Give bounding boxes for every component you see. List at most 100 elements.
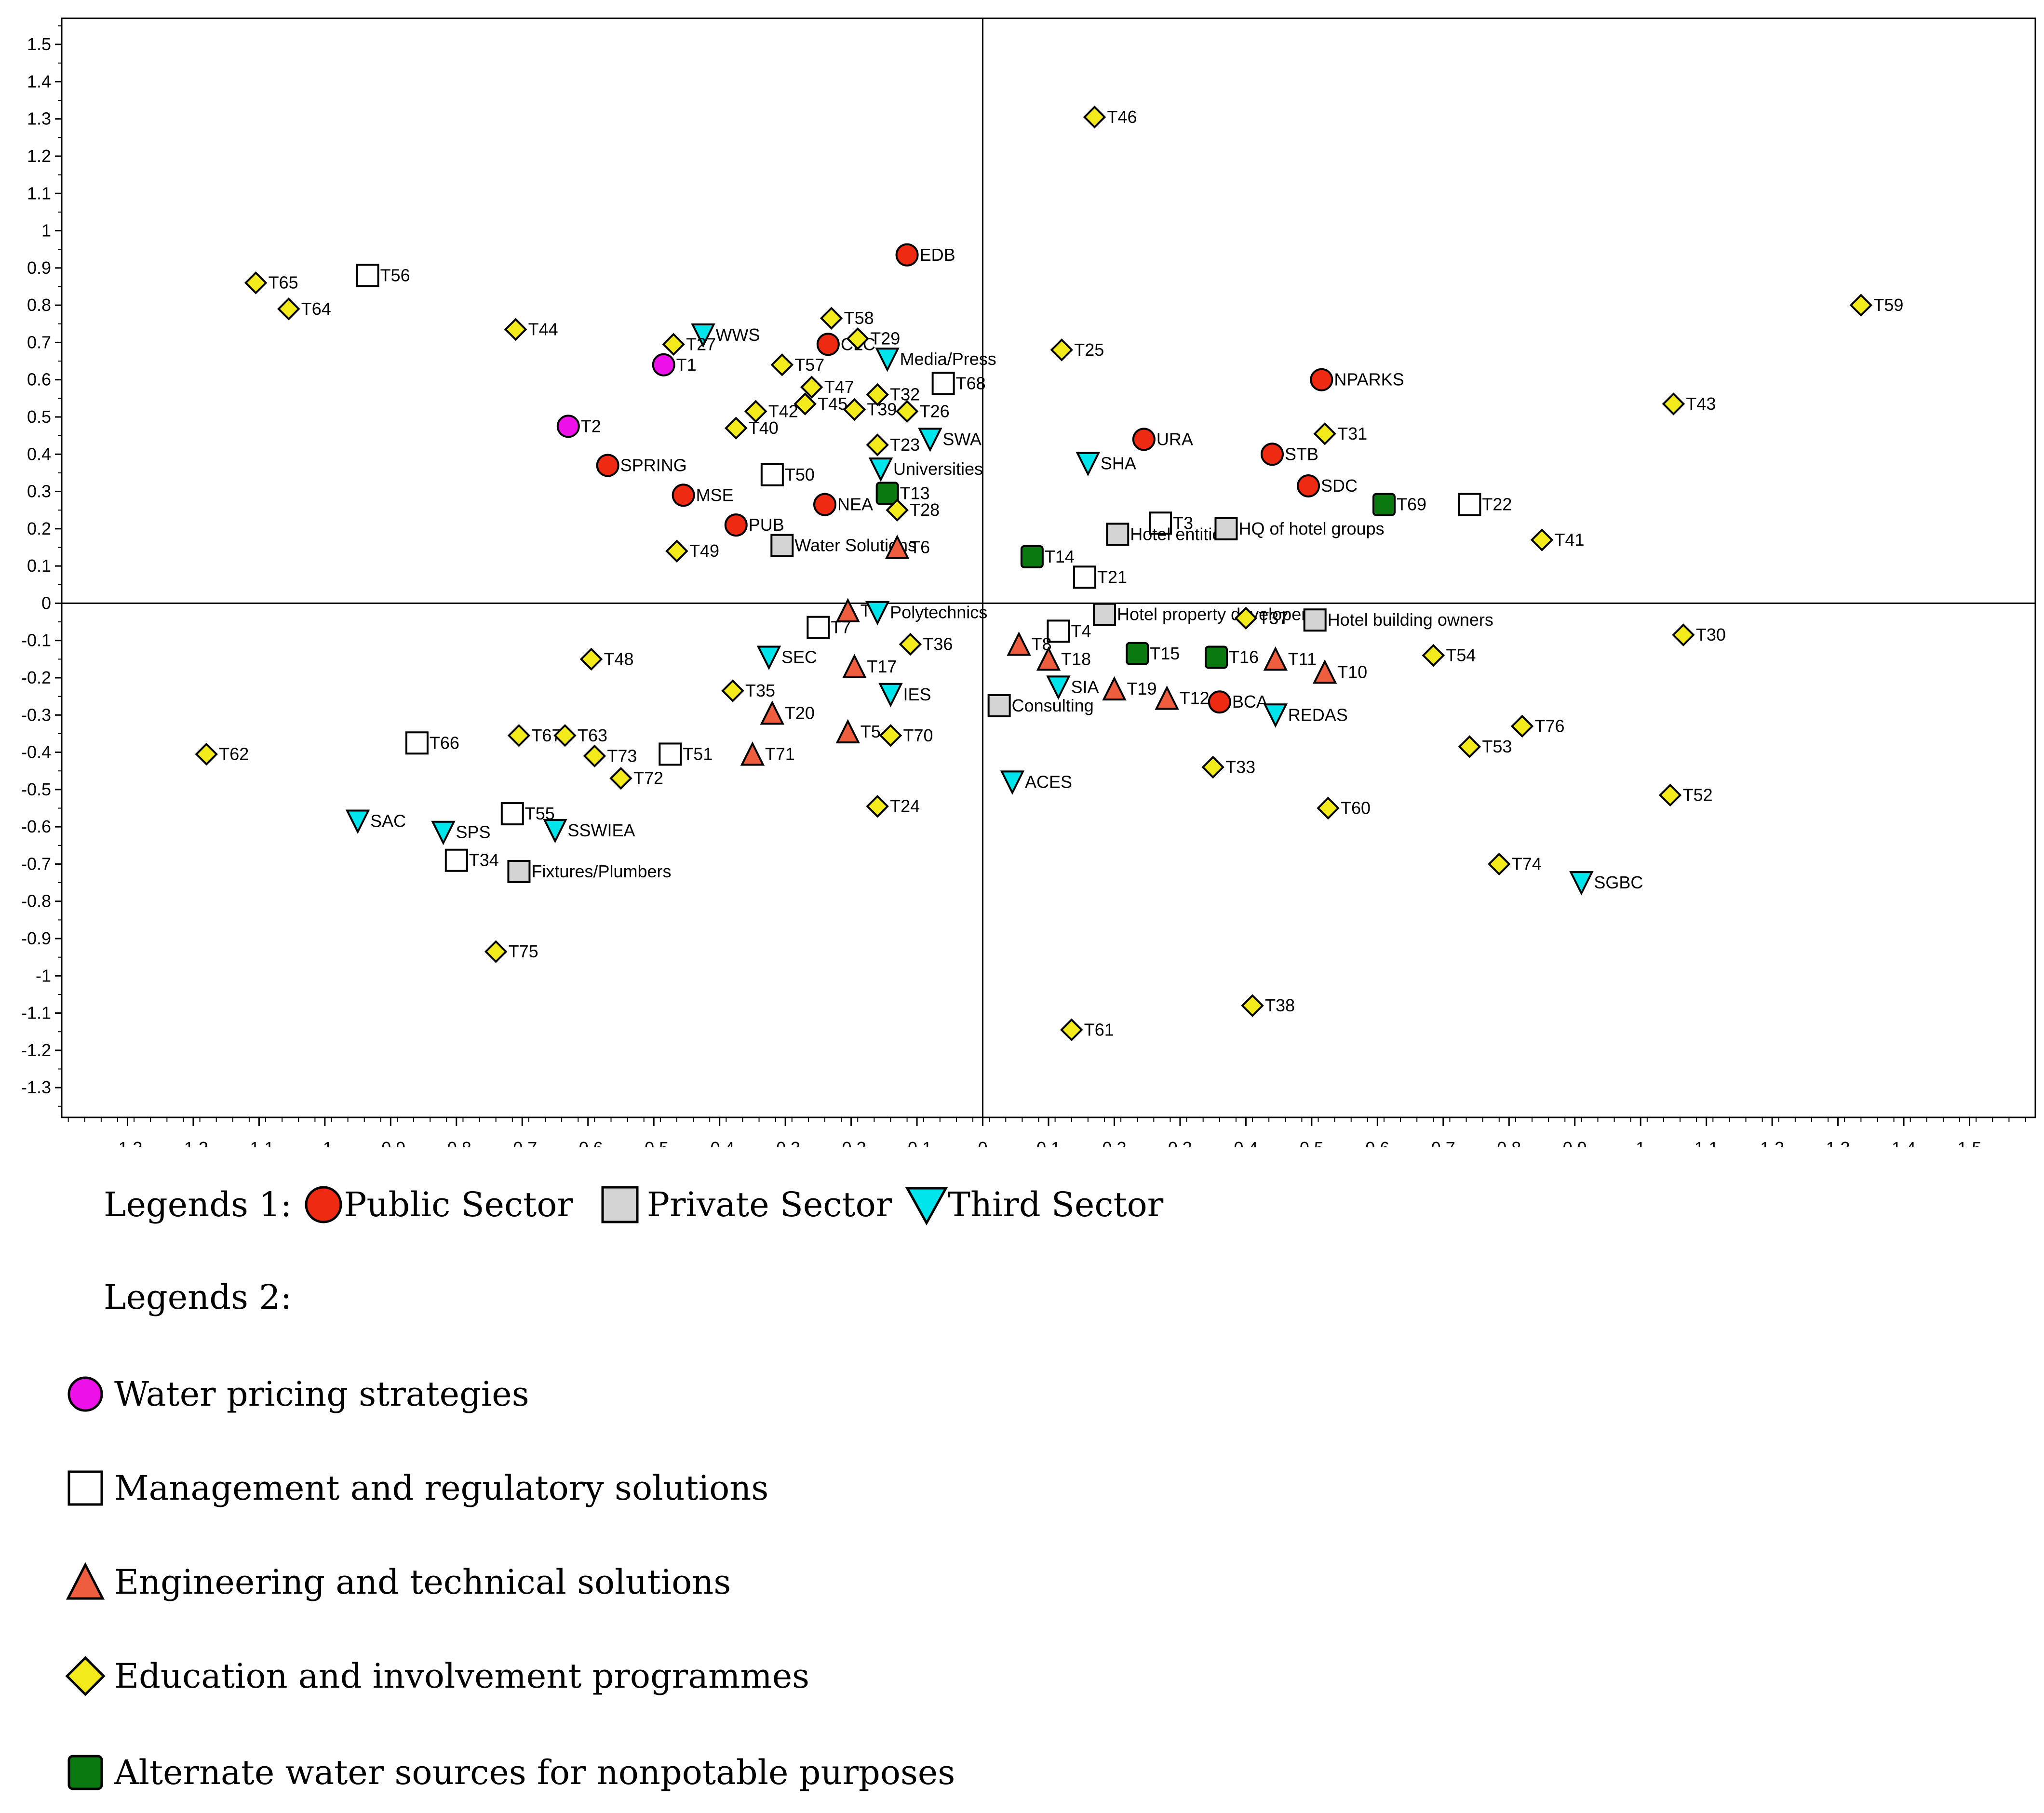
legend-2-pricing-label: Water pricing strategies [114, 1374, 529, 1414]
point-label-t71: T71 [765, 744, 795, 764]
point-label-sac: SAC [370, 811, 406, 831]
y-tick-label: 0.8 [27, 295, 51, 315]
point-t38 [1241, 994, 1264, 1017]
point-label-t12: T12 [1180, 688, 1210, 708]
point-label-t23: T23 [890, 435, 920, 455]
point-t71 [740, 741, 765, 766]
point-label-t65: T65 [269, 273, 298, 293]
point-t16 [1204, 645, 1228, 669]
point-label-t39: T39 [867, 400, 897, 419]
point-label-t72: T72 [633, 768, 663, 788]
x-tick-label: -0.8 [442, 1138, 471, 1147]
point-t69 [1372, 493, 1396, 516]
y-tick-label: -0.2 [21, 668, 51, 687]
point-t32 [866, 383, 889, 406]
education-marker-icon [65, 1656, 106, 1696]
point-hotel-entities [1106, 523, 1130, 546]
point-t58 [820, 307, 843, 330]
point-label-t64: T64 [301, 299, 331, 319]
point-t25 [1050, 338, 1074, 362]
point-label-t13: T13 [900, 483, 930, 503]
y-tick-label: -0.5 [21, 779, 51, 799]
x-tick-label: -0.7 [507, 1138, 537, 1147]
point-label-hotel-property-developers: Hotel property developers [1117, 604, 1316, 624]
point-label-t69: T69 [1397, 495, 1426, 514]
point-label-consulting: Consulting [1012, 696, 1094, 715]
x-tick-label: 0.1 [1036, 1138, 1061, 1147]
x-tick-label: 0 [978, 1138, 988, 1147]
point-t17 [842, 654, 867, 678]
point-label-t70: T70 [903, 725, 933, 745]
point-label-t56: T56 [380, 265, 410, 285]
y-tick-label: 0.1 [27, 556, 51, 576]
x-tick-label: -0.3 [770, 1138, 800, 1147]
point-label-t29: T29 [870, 329, 900, 349]
y-tick-label: -0.9 [21, 928, 51, 948]
point-label-universities: Universities [893, 459, 983, 479]
management-marker-icon [67, 1470, 103, 1506]
point-label-t50: T50 [785, 465, 815, 484]
x-tick-label: 0.6 [1365, 1138, 1389, 1147]
legend-2-management-label: Management and regulatory solutions [114, 1468, 769, 1508]
legend-2-item-management: Management and regulatory solutions [65, 1468, 768, 1508]
point-t52 [1658, 783, 1682, 807]
point-t10 [1312, 659, 1337, 684]
y-tick-label: 0.4 [27, 444, 51, 464]
point-t61 [1060, 1018, 1083, 1042]
point-label-t60: T60 [1341, 798, 1371, 818]
point-label-spring: SPRING [620, 455, 687, 475]
point-t3 [1148, 511, 1172, 535]
point-label-ura: URA [1156, 429, 1193, 449]
point-label-t25: T25 [1074, 340, 1104, 360]
point-label-nea: NEA [837, 495, 873, 514]
point-label-fixtures-plumbers: Fixtures/Plumbers [531, 861, 671, 881]
point-label-t75: T75 [509, 941, 538, 961]
point-pub [724, 513, 748, 537]
point-t56 [356, 264, 379, 287]
point-label-t43: T43 [1686, 394, 1716, 414]
point-label-edb: EDB [920, 245, 955, 265]
x-tick-label: 0.7 [1431, 1138, 1455, 1147]
point-label-t36: T36 [923, 634, 953, 654]
y-tick-label: 1.5 [27, 34, 51, 54]
point-label-t40: T40 [749, 418, 779, 438]
point-t57 [770, 353, 794, 376]
legend-2-education-label: Education and involvement programmes [114, 1656, 810, 1696]
point-swa [918, 428, 942, 452]
point-label-t76: T76 [1535, 716, 1565, 736]
y-tick-label: 0 [41, 593, 51, 613]
point-fixtures-plumbers [507, 859, 531, 883]
y-tick-label: 0.6 [27, 370, 51, 389]
point-label-pub: PUB [749, 515, 784, 535]
point-t30 [1672, 623, 1695, 646]
point-label-t15: T15 [1150, 644, 1180, 663]
point-label-hotel-building-owners: Hotel building owners [1328, 610, 1493, 630]
point-t47 [800, 376, 823, 399]
point-label-t3: T3 [1173, 513, 1193, 533]
point-label-sdc: SDC [1321, 476, 1358, 496]
point-t24 [866, 794, 889, 818]
y-tick-label: -1.3 [21, 1077, 51, 1097]
x-tick-label: -0.2 [836, 1138, 866, 1147]
point-label-mse: MSE [696, 485, 734, 505]
point-ies [878, 683, 903, 708]
point-stb [1260, 443, 1284, 466]
point-hotel-building-owners [1303, 608, 1327, 632]
point-label-t19: T19 [1127, 679, 1156, 698]
point-label-t18: T18 [1061, 649, 1091, 669]
point-t19 [1102, 676, 1127, 701]
point-label-t35: T35 [745, 681, 775, 700]
point-label-nparks: NPARKS [1334, 370, 1404, 389]
point-label-t42: T42 [768, 401, 798, 421]
point-label-t59: T59 [1873, 295, 1903, 315]
y-tick-label: 1 [41, 221, 51, 241]
point-t31 [1313, 422, 1336, 445]
point-t60 [1317, 796, 1340, 820]
point-label-sgbc: SGBC [1594, 873, 1643, 892]
point-t68 [931, 372, 955, 395]
point-t12 [1155, 685, 1179, 710]
point-t63 [553, 724, 577, 747]
point-t37 [1234, 606, 1258, 630]
water-pricing-marker-icon [67, 1376, 103, 1412]
point-label-t1: T1 [676, 355, 697, 375]
